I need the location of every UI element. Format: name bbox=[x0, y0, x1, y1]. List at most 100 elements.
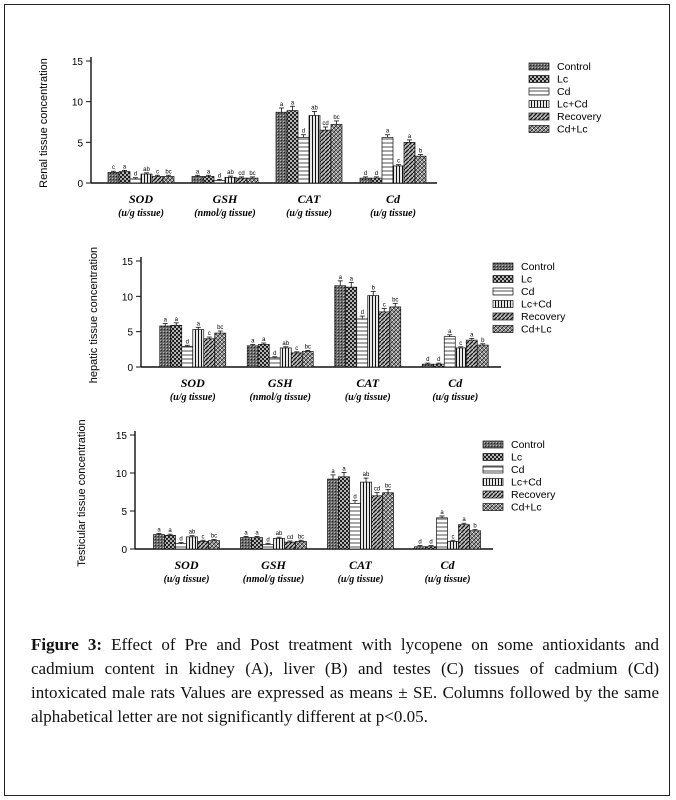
significance-letter: d bbox=[186, 339, 189, 345]
significance-letter: a bbox=[448, 329, 452, 335]
bar bbox=[290, 352, 303, 368]
significance-letter: cd bbox=[374, 487, 380, 493]
y-tick-label: 10 bbox=[122, 292, 134, 303]
significance-letter: d bbox=[134, 172, 137, 178]
bar bbox=[414, 155, 427, 184]
legend-swatch bbox=[492, 312, 514, 321]
category-label: Cd bbox=[448, 376, 463, 390]
unit-label: (u/g tissue) bbox=[118, 208, 164, 219]
significance-letter: a bbox=[339, 275, 343, 281]
legend-label: Recovery bbox=[557, 111, 602, 123]
figure-caption: Figure 3: Effect of Pre and Post treatme… bbox=[31, 633, 659, 729]
bar bbox=[436, 517, 448, 550]
unit-label: (nmol/g tissue) bbox=[243, 574, 304, 585]
significance-letter: bc bbox=[385, 483, 391, 489]
significance-letter: a bbox=[157, 527, 161, 533]
bar bbox=[360, 481, 372, 550]
bar bbox=[275, 111, 288, 184]
significance-letter: d bbox=[429, 540, 432, 546]
significance-letter: bc bbox=[217, 325, 223, 331]
bar bbox=[175, 543, 187, 550]
significance-letter: d bbox=[302, 129, 305, 135]
bar bbox=[443, 336, 456, 368]
significance-letter: a bbox=[196, 169, 200, 175]
category-label: Cd bbox=[440, 558, 455, 572]
y-axis-label: Renal tissue concentration bbox=[38, 58, 50, 188]
significance-letter: cd bbox=[238, 171, 244, 177]
unit-label: (u/g tissue) bbox=[425, 574, 471, 585]
bar bbox=[476, 344, 489, 368]
y-tick-label: 5 bbox=[77, 138, 83, 149]
significance-letter: bc bbox=[165, 169, 171, 175]
legend-swatch bbox=[528, 125, 550, 133]
legend-swatch bbox=[528, 87, 550, 96]
bar bbox=[192, 329, 205, 368]
significance-letter: ab bbox=[363, 472, 370, 478]
significance-letter: bc bbox=[211, 534, 217, 540]
legend-label: Control bbox=[557, 61, 591, 73]
bar bbox=[349, 503, 361, 550]
bar bbox=[432, 363, 445, 368]
bar bbox=[162, 176, 175, 184]
legend-swatch bbox=[482, 490, 504, 499]
y-tick-label: 15 bbox=[116, 431, 128, 442]
legend-swatch bbox=[528, 100, 550, 108]
bar bbox=[191, 176, 204, 184]
y-axis-label: Testicular tissue concentration bbox=[76, 419, 88, 566]
bar bbox=[389, 306, 402, 368]
significance-letter: cd bbox=[322, 121, 328, 127]
significance-letter: a bbox=[197, 321, 201, 327]
legend-swatch bbox=[492, 300, 514, 308]
bar bbox=[319, 129, 332, 184]
bar bbox=[334, 285, 347, 368]
bar bbox=[151, 176, 164, 184]
bar bbox=[359, 177, 372, 184]
unit-label: (u/g tissue) bbox=[170, 392, 216, 403]
bar bbox=[153, 534, 165, 550]
significance-letter: ab bbox=[311, 105, 318, 111]
bar bbox=[208, 540, 220, 550]
y-tick-label: 5 bbox=[127, 328, 133, 339]
significance-letter: a bbox=[291, 100, 295, 106]
significance-letter: ab bbox=[143, 167, 150, 173]
significance-letter: b bbox=[372, 285, 376, 291]
significance-letter: bc bbox=[298, 534, 304, 540]
bar bbox=[214, 332, 227, 368]
category-label: SOD bbox=[181, 376, 205, 390]
bar bbox=[286, 110, 299, 184]
category-label: CAT bbox=[298, 192, 321, 206]
bar bbox=[262, 544, 274, 550]
unit-label: (u/g tissue) bbox=[286, 208, 332, 219]
legend-label: Cd bbox=[521, 286, 535, 298]
y-tick-label: 0 bbox=[121, 545, 127, 556]
significance-letter: bc bbox=[249, 171, 255, 177]
bar bbox=[447, 541, 459, 550]
legend-label: Control bbox=[511, 439, 545, 451]
significance-letter: a bbox=[251, 339, 255, 345]
significance-letter: a bbox=[440, 510, 444, 516]
legend-swatch bbox=[492, 275, 514, 283]
legend-swatch bbox=[528, 112, 550, 121]
significance-letter: a bbox=[244, 530, 248, 536]
bar bbox=[246, 177, 259, 184]
bar bbox=[159, 325, 172, 368]
figure-frame: 0 5 10 15 Renal tissue concentration c a d ab c bc… bbox=[4, 4, 670, 796]
unit-label: (nmol/g tissue) bbox=[194, 208, 255, 219]
y-axis-label: hepatic tissue concentration bbox=[88, 247, 100, 383]
bar bbox=[356, 318, 369, 368]
significance-letter: d bbox=[353, 495, 356, 501]
bar bbox=[140, 173, 153, 184]
significance-letter: d bbox=[273, 351, 276, 357]
bar bbox=[279, 347, 292, 368]
bar bbox=[421, 363, 434, 368]
legend-swatch bbox=[492, 325, 514, 333]
significance-letter: bc bbox=[305, 344, 311, 350]
bar bbox=[164, 534, 176, 550]
y-tick-label: 0 bbox=[77, 179, 83, 190]
bar bbox=[107, 172, 120, 184]
legend-label: Cd bbox=[557, 86, 571, 98]
bar bbox=[181, 346, 194, 368]
legend-label: Recovery bbox=[521, 311, 566, 323]
